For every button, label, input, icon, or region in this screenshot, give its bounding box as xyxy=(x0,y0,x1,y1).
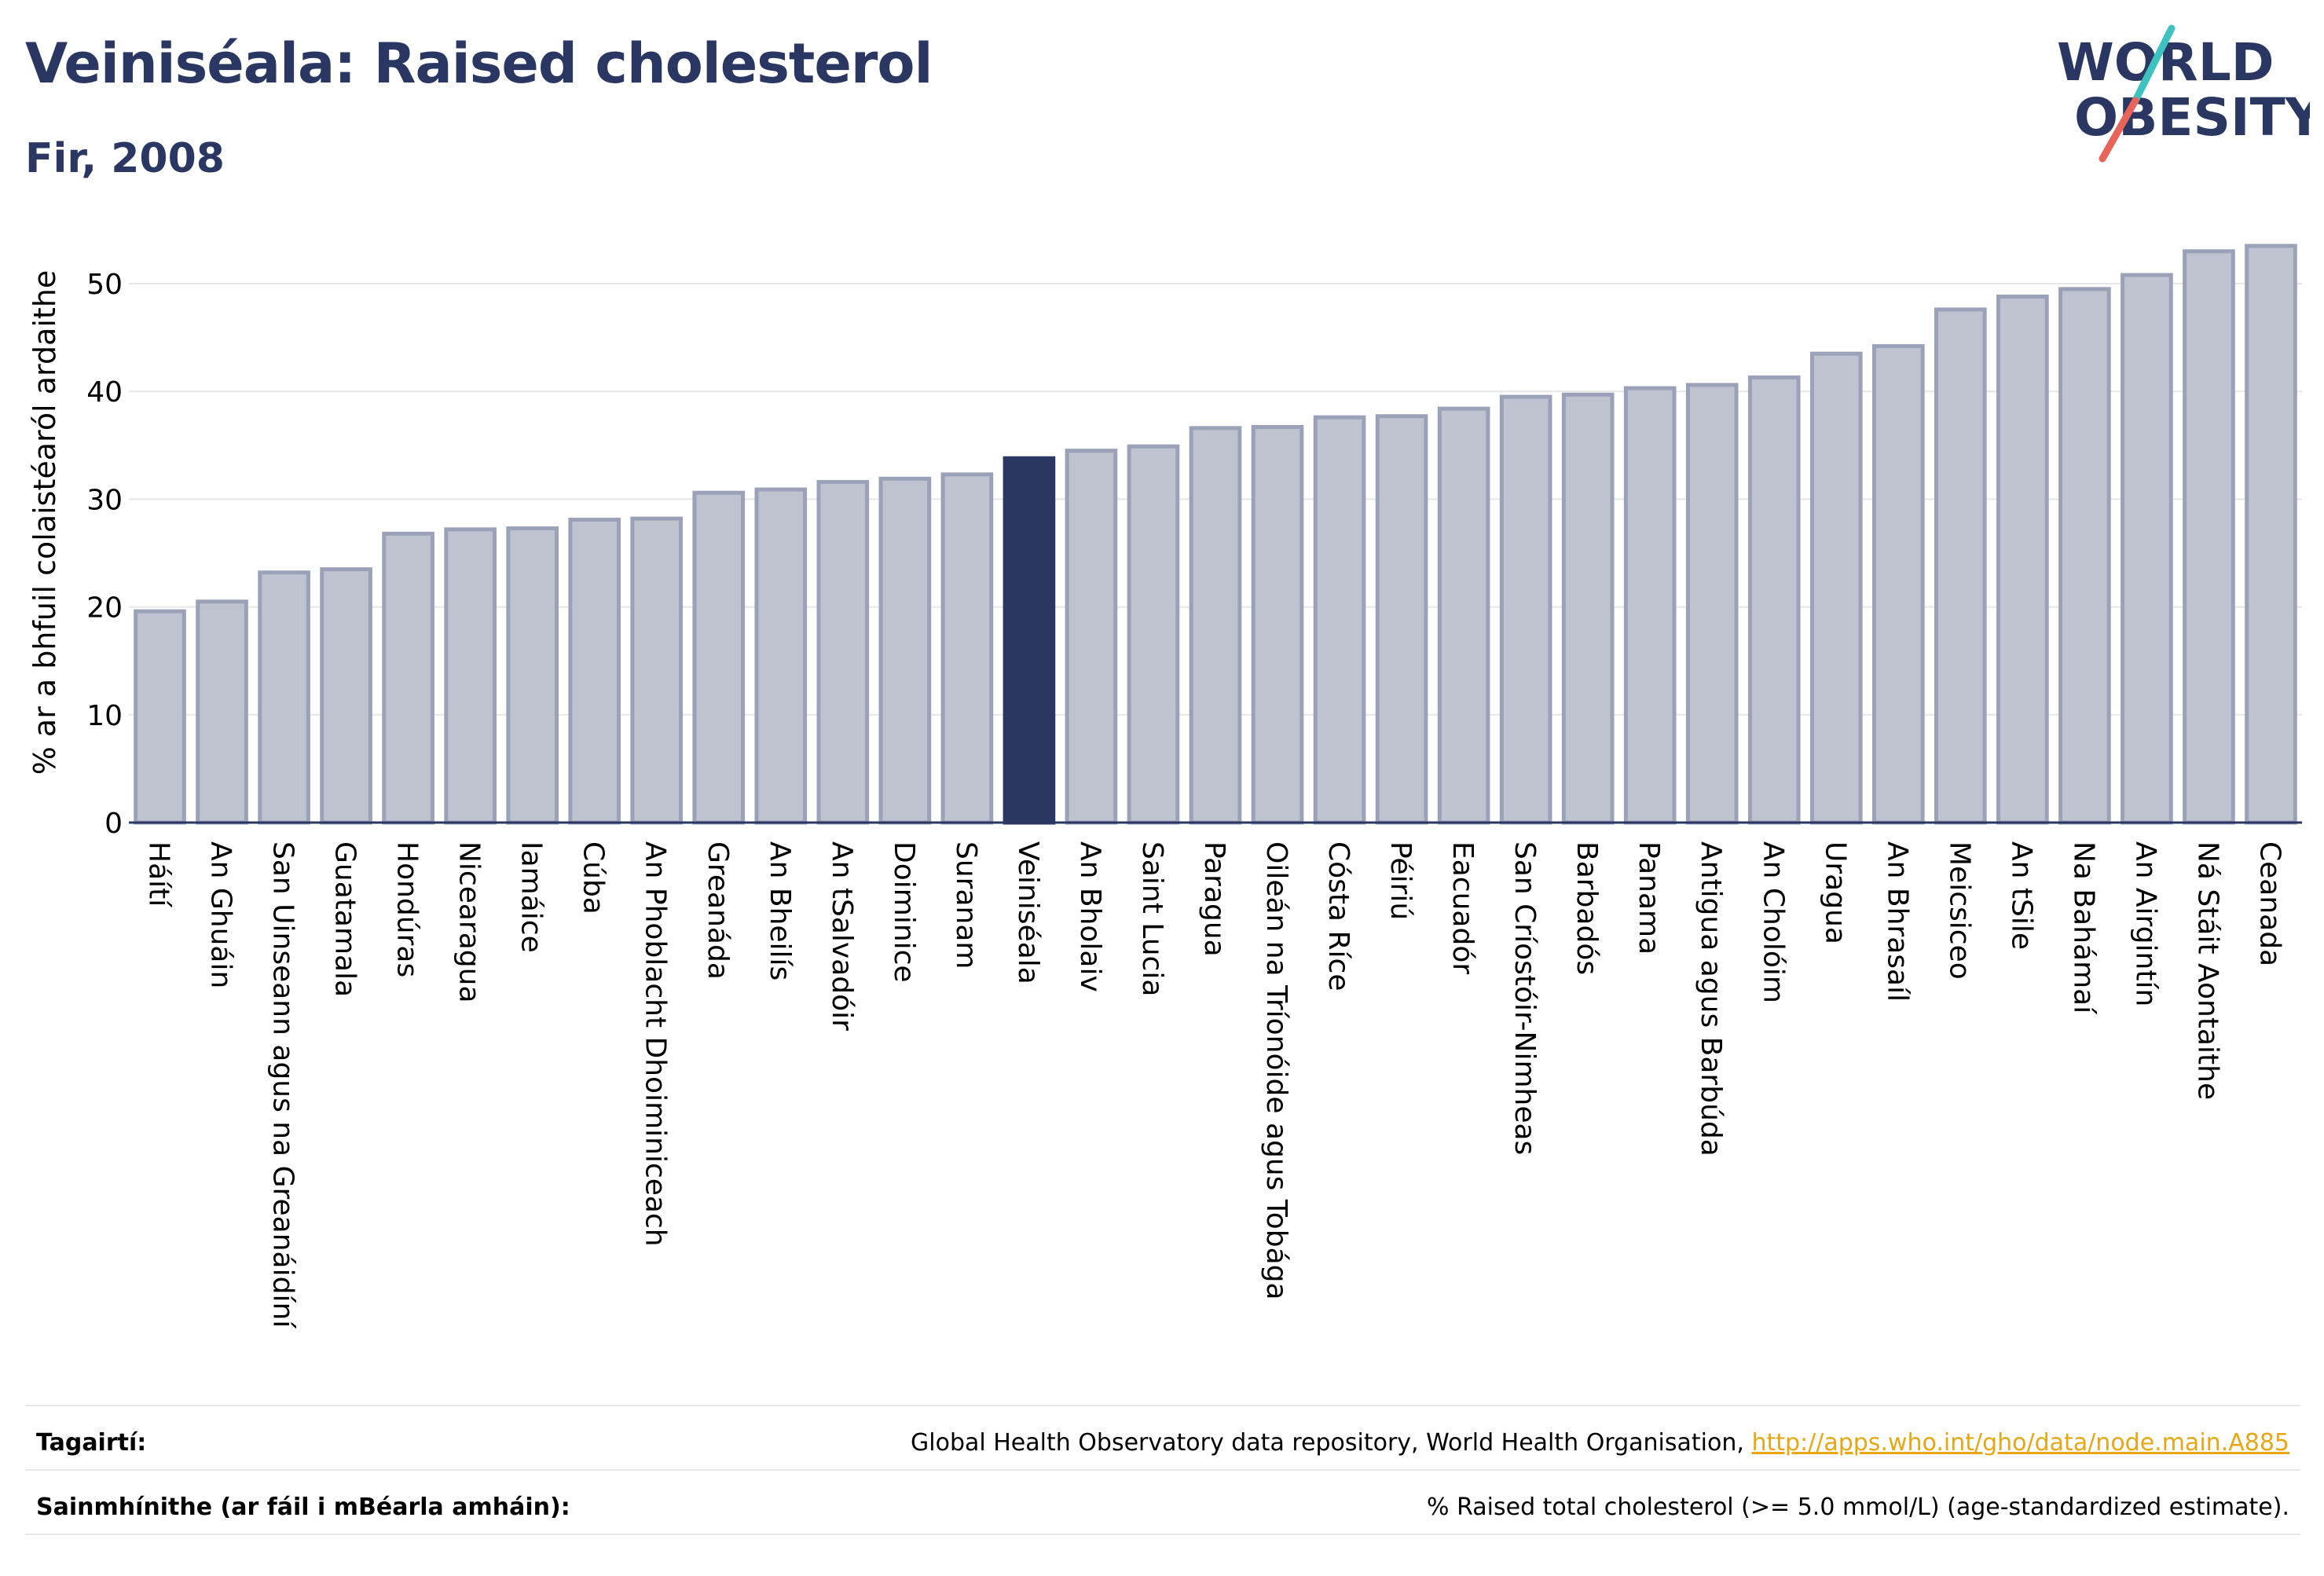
logo-slash-top xyxy=(2132,24,2176,104)
bar[interactable] xyxy=(1499,394,1552,825)
bar[interactable] xyxy=(1189,426,1242,825)
y-tick-label: 50 xyxy=(86,269,123,301)
references-value: Global Health Observatory data repositor… xyxy=(911,1429,2289,1457)
x-tick-label: Saint Lucia xyxy=(1136,841,1168,996)
bar-chart: 0 10 20 30 40 50 Háítí An Ghuáin San Uinseann a… xyxy=(27,244,2302,1329)
bar[interactable] xyxy=(506,526,559,825)
x-tick-label: Panama xyxy=(1633,841,1665,955)
x-tick-label: Ceanada xyxy=(2253,841,2286,966)
x-tick-label: Péiriú xyxy=(1384,841,1417,920)
x-tick-label: Hondúras xyxy=(391,841,423,977)
x-tick-label: An Bholaiv xyxy=(1074,841,1106,992)
logo-slash-bottom xyxy=(2099,97,2139,163)
x-axis-labels: Háítí An Ghuáin San Uinseann agus na Grean… xyxy=(143,841,2286,1329)
bar[interactable] xyxy=(258,570,310,825)
y-tick-label: 30 xyxy=(86,484,123,516)
bar[interactable] xyxy=(1375,414,1428,825)
bar[interactable] xyxy=(2058,287,2111,825)
x-tick-label: Antigua agus Barbúda xyxy=(1695,841,1727,1156)
x-tick-label: Cósta Ríce xyxy=(1322,841,1354,991)
references-label: Tagairtí: xyxy=(36,1428,147,1457)
bar[interactable] xyxy=(1747,375,1801,825)
footer-divider-middle xyxy=(25,1469,2300,1471)
bar[interactable] xyxy=(134,609,186,825)
bar[interactable] xyxy=(382,531,434,825)
bar[interactable] xyxy=(2245,244,2297,825)
x-tick-label: An Phoblacht Dhoiminiceach xyxy=(640,841,672,1247)
x-tick-label: Cúba xyxy=(577,841,610,914)
bar[interactable] xyxy=(1871,344,1925,825)
y-tick-label: 20 xyxy=(86,592,123,625)
x-tick-label: An Bheilís xyxy=(764,841,796,980)
x-tick-label: Greanáda xyxy=(702,841,734,980)
chart-title: Veiniséala: Raised cholesterol xyxy=(25,31,933,96)
bar[interactable] xyxy=(2183,249,2235,825)
y-tick-label: 40 xyxy=(86,376,123,409)
x-tick-label: Na Bahámaí xyxy=(2067,841,2099,1014)
x-tick-label: Ná Stáit Aontaithe xyxy=(2191,841,2223,1100)
x-tick-label: An Bhrasaíl xyxy=(1881,841,1913,1002)
bar[interactable] xyxy=(196,599,248,825)
x-tick-label: Eacuadór xyxy=(1446,841,1479,974)
bar[interactable] xyxy=(1934,307,1987,825)
bar[interactable] xyxy=(816,479,870,825)
x-tick-label: An Cholóim xyxy=(1757,841,1789,1003)
bar[interactable] xyxy=(1065,449,1118,825)
bar[interactable] xyxy=(2121,273,2173,825)
x-tick-label: Paragua xyxy=(1198,841,1230,957)
bar[interactable] xyxy=(444,527,497,825)
y-axis-ticks: 0 10 20 30 40 50 xyxy=(86,269,123,840)
footer-divider-top xyxy=(25,1405,2300,1406)
x-tick-label: Oileán na Tríonóide agus Tobága xyxy=(1260,841,1292,1300)
x-tick-label: San Críostóir-Nimheas xyxy=(1508,841,1541,1155)
bar[interactable] xyxy=(1996,294,2049,825)
bar[interactable] xyxy=(320,567,372,825)
bar[interactable] xyxy=(1623,386,1677,825)
x-tick-label: Suranam xyxy=(950,841,982,969)
world-obesity-logo[interactable]: WORLD OBESITY xyxy=(2043,24,2310,165)
x-tick-label: An Airgintín xyxy=(2129,841,2161,1006)
bar[interactable] xyxy=(1561,392,1615,825)
x-tick-label: An Ghuáin xyxy=(205,841,237,988)
footer-divider-bottom xyxy=(25,1534,2300,1535)
bar[interactable] xyxy=(1251,424,1304,825)
bar[interactable] xyxy=(754,487,808,825)
definitions-value: % Raised total cholesterol (>= 5.0 mmol/… xyxy=(1427,1493,2289,1521)
bar[interactable] xyxy=(568,517,621,825)
definitions-row: Sainmhínithe (ar fáil i mBéarla amháin):… xyxy=(36,1483,2289,1530)
x-tick-label: Uragua xyxy=(1819,841,1851,944)
bar[interactable] xyxy=(1685,383,1739,825)
x-tick-label: Meicsiceo xyxy=(1943,841,1975,980)
chart-subtitle: Fir, 2008 xyxy=(25,135,225,182)
bar[interactable] xyxy=(692,490,746,825)
y-tick-label: 0 xyxy=(104,808,123,840)
x-tick-label: Doiminice xyxy=(888,841,920,983)
bar[interactable] xyxy=(1127,444,1180,825)
x-tick-label: An tSalvadóir xyxy=(826,841,858,1031)
bar[interactable] xyxy=(940,472,994,825)
references-link[interactable]: http://apps.who.int/gho/data/node.main.A… xyxy=(1751,1428,2289,1457)
y-axis-label: % ar a bhfuil colaistéaról ardaithe xyxy=(27,270,62,775)
bars xyxy=(134,244,2297,825)
definitions-label: Sainmhínithe (ar fáil i mBéarla amháin): xyxy=(36,1493,570,1521)
x-tick-label: Guatamala xyxy=(329,841,361,997)
bar-highlighted[interactable] xyxy=(1003,456,1056,825)
bar[interactable] xyxy=(630,516,684,825)
x-tick-label: Veiniséala xyxy=(1012,841,1044,984)
references-text: Global Health Observatory data repositor… xyxy=(911,1428,1752,1457)
bar[interactable] xyxy=(878,476,932,825)
x-tick-label: San Uinseann agus na Greanáidíní xyxy=(267,841,299,1329)
references-row: Tagairtí: Global Health Observatory data… xyxy=(36,1419,2289,1466)
x-tick-label: Háítí xyxy=(143,841,175,907)
x-tick-label: An tSile xyxy=(2005,841,2037,950)
bar[interactable] xyxy=(1809,351,1863,825)
x-tick-label: Nicearagua xyxy=(453,841,486,1003)
x-tick-label: Barbadós xyxy=(1571,841,1603,975)
bar[interactable] xyxy=(1437,406,1490,825)
y-tick-label: 10 xyxy=(86,700,123,732)
bar[interactable] xyxy=(1313,415,1366,825)
x-tick-label: Iamáice xyxy=(515,841,548,953)
